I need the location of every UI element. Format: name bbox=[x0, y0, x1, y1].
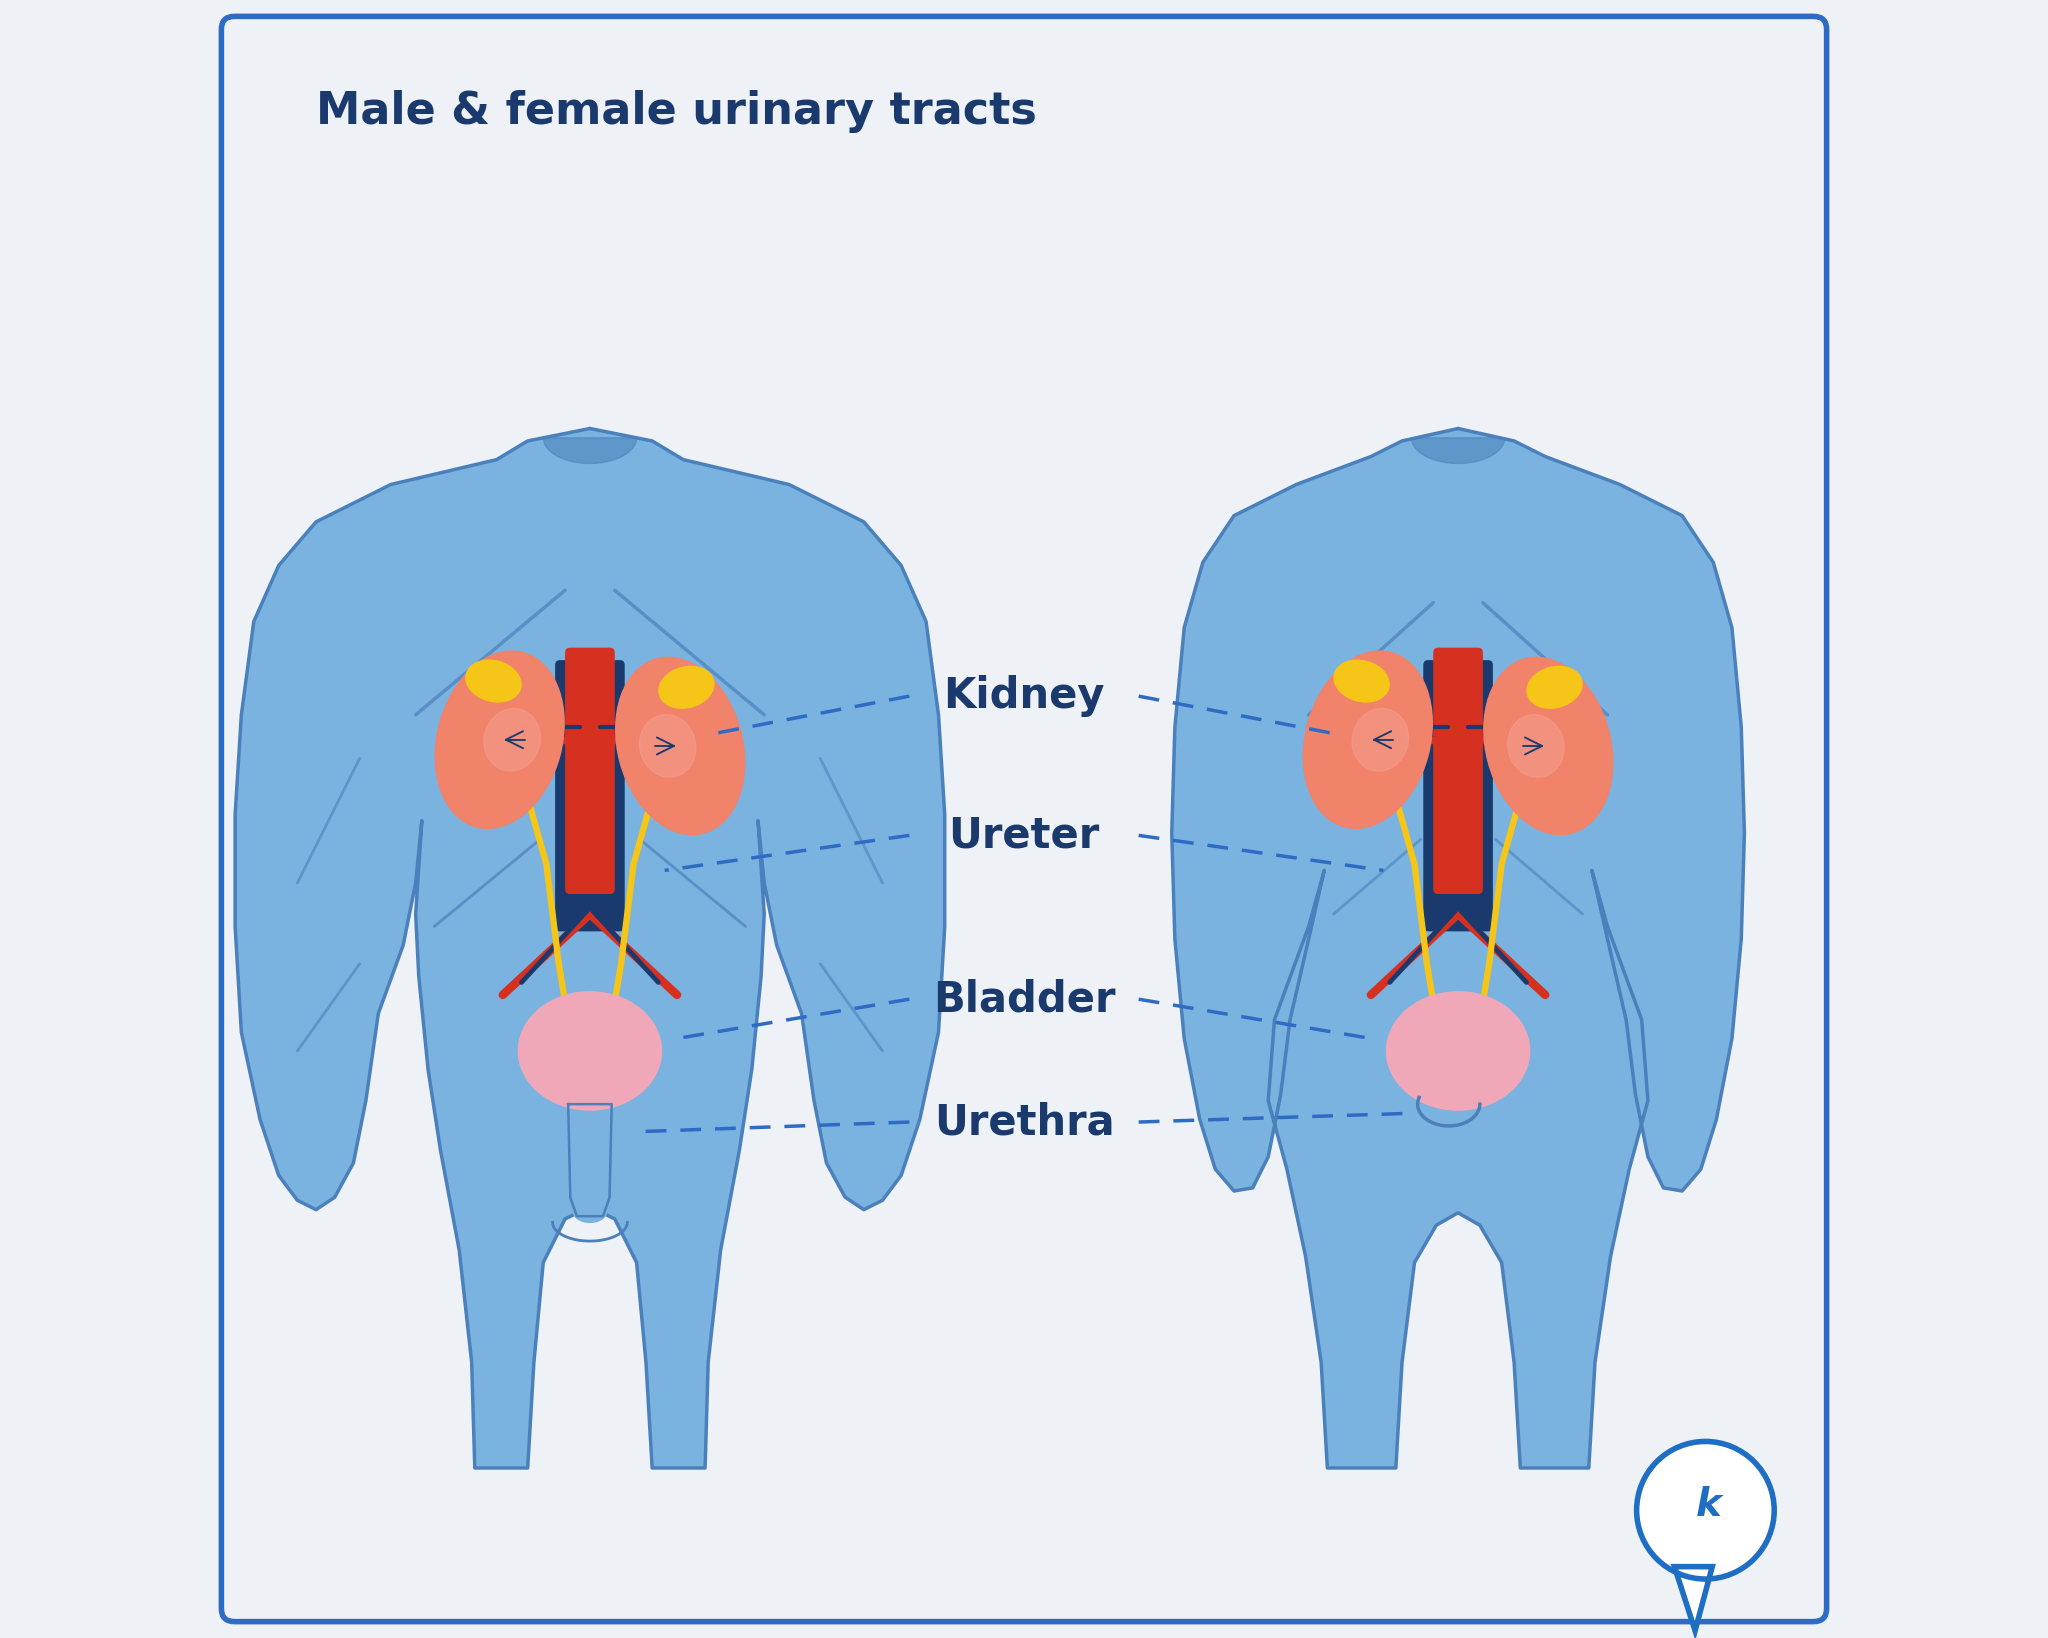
Ellipse shape bbox=[639, 714, 696, 778]
Text: Ureter: Ureter bbox=[948, 814, 1100, 857]
Polygon shape bbox=[1171, 429, 1745, 1468]
Ellipse shape bbox=[1440, 996, 1477, 1017]
Text: k: k bbox=[1696, 1486, 1722, 1523]
Ellipse shape bbox=[1303, 650, 1432, 829]
Text: Urethra: Urethra bbox=[934, 1101, 1114, 1143]
Polygon shape bbox=[236, 429, 944, 1468]
Text: Kidney: Kidney bbox=[944, 675, 1104, 717]
Ellipse shape bbox=[1352, 708, 1409, 771]
Ellipse shape bbox=[1333, 660, 1389, 703]
FancyBboxPatch shape bbox=[1434, 647, 1483, 894]
Ellipse shape bbox=[1485, 657, 1614, 835]
FancyBboxPatch shape bbox=[221, 16, 1827, 1622]
Polygon shape bbox=[1675, 1566, 1712, 1631]
Ellipse shape bbox=[483, 708, 541, 771]
FancyBboxPatch shape bbox=[555, 660, 625, 932]
Circle shape bbox=[1636, 1441, 1774, 1579]
Text: Male & female urinary tracts: Male & female urinary tracts bbox=[315, 90, 1036, 133]
FancyBboxPatch shape bbox=[565, 647, 614, 894]
Ellipse shape bbox=[465, 660, 520, 703]
FancyBboxPatch shape bbox=[1423, 660, 1493, 932]
Polygon shape bbox=[543, 437, 637, 464]
Ellipse shape bbox=[659, 667, 715, 708]
Ellipse shape bbox=[434, 650, 563, 829]
Text: Bladder: Bladder bbox=[932, 978, 1116, 1020]
Polygon shape bbox=[1411, 437, 1505, 464]
Ellipse shape bbox=[1386, 991, 1530, 1111]
Ellipse shape bbox=[573, 1197, 608, 1222]
Ellipse shape bbox=[518, 991, 662, 1111]
Ellipse shape bbox=[1528, 667, 1583, 708]
Ellipse shape bbox=[1507, 714, 1565, 778]
Ellipse shape bbox=[616, 657, 745, 835]
Polygon shape bbox=[1667, 1546, 1718, 1563]
Ellipse shape bbox=[571, 996, 608, 1017]
Polygon shape bbox=[567, 1104, 612, 1215]
